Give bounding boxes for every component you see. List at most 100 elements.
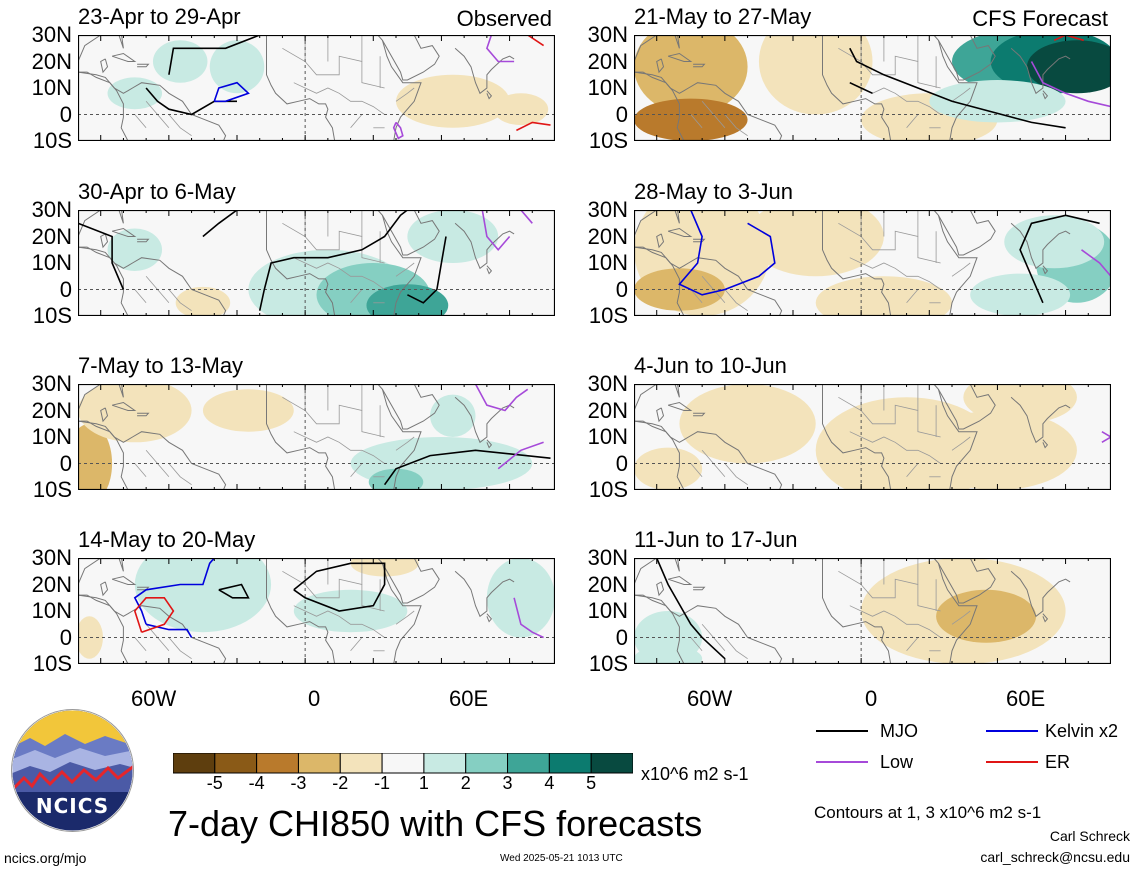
chi850-anomaly-shading	[917, 410, 1077, 490]
country-border	[134, 463, 147, 478]
panel-title: 21-May to 27-May	[634, 4, 812, 29]
country-border	[906, 637, 919, 652]
panel-title: 14-May to 20-May	[78, 527, 256, 552]
legend-label-low: Low	[880, 752, 914, 772]
country-border	[690, 637, 703, 652]
map-canvas	[78, 558, 555, 664]
author-email[interactable]: carl_schreck@ncsu.edu	[980, 849, 1130, 865]
colorbar-swatch	[256, 752, 299, 774]
country-border	[724, 637, 748, 660]
chi850-anomaly-shading	[970, 273, 1071, 316]
lat-label: 30N	[31, 197, 72, 222]
chi850-anomaly-shading	[486, 558, 555, 638]
chi850-anomaly-shading	[758, 35, 873, 115]
map-panel: 23-Apr to 29-Apr Observed 30N 20N 10N 0 10S	[32, 6, 555, 152]
country-border	[168, 463, 192, 486]
coastline	[634, 35, 698, 62]
coastline	[266, 210, 336, 316]
colorbar-swatch	[214, 752, 258, 774]
coastline	[381, 35, 440, 81]
lat-label: 10N	[31, 75, 72, 100]
chi850-anomaly-shading	[747, 210, 884, 277]
legend-label-kelvin: Kelvin x2	[1045, 721, 1119, 741]
colorbar-swatch	[381, 752, 425, 774]
wave-contour	[497, 441, 544, 470]
coastline	[822, 558, 892, 664]
logo-text: NCICS	[35, 794, 110, 818]
coastline	[937, 384, 996, 430]
coastline	[1042, 265, 1049, 275]
coastline	[634, 210, 698, 237]
chi850-anomaly-shading	[929, 80, 1066, 123]
contour-note: Contours at 1, 3 x10^6 m2 s-1	[814, 803, 1042, 822]
panel-frame	[78, 384, 555, 490]
coastline	[1042, 439, 1049, 449]
lat-label: 10S	[32, 651, 72, 676]
coastline	[78, 35, 142, 62]
lat-label: 0	[59, 101, 72, 127]
colorbar-tick-label: -1	[374, 773, 391, 793]
colorbar-tick-label: -5	[206, 773, 223, 793]
chi850-anomaly-shading	[936, 589, 1037, 643]
legend-line-er	[986, 761, 1038, 763]
colorbar-swatch	[172, 752, 216, 774]
lat-label: 10S	[32, 303, 72, 328]
wave-contour	[133, 558, 215, 625]
chi850-anomaly-shading	[1004, 215, 1105, 269]
coastline	[137, 63, 150, 68]
lat-label: 0	[59, 276, 72, 302]
map-panel: 14-May to 20-May 30N 20N 10N 0 10S	[32, 529, 555, 675]
lat-label: 0	[59, 450, 72, 476]
coastline	[667, 401, 693, 411]
country-border	[906, 114, 919, 129]
lat-label: 20N	[587, 397, 628, 423]
coastline	[266, 384, 336, 490]
country-border	[282, 47, 385, 89]
country-border	[350, 463, 363, 478]
country-border	[168, 114, 192, 137]
coastline	[454, 222, 515, 270]
colorbar-swatch	[590, 752, 634, 774]
wave-contour	[1019, 214, 1100, 304]
coastline	[656, 233, 665, 249]
figure-title: 7-day CHI850 with CFS forecasts	[168, 803, 703, 844]
coastline	[266, 35, 422, 141]
wave-contour	[133, 597, 175, 633]
lat-label: 0	[615, 624, 628, 650]
lon-label: 60E	[1006, 686, 1046, 711]
timestamp: Wed 2025-05-21 1013 UTC	[500, 853, 623, 864]
country-border	[724, 463, 748, 486]
map-panel: 21-May to 27-May CFS Forecast 30N 20N 10N 0 10…	[588, 6, 1111, 152]
lat-label: 10S	[588, 477, 628, 502]
lon-label: 60W	[687, 686, 733, 711]
coastline	[78, 246, 129, 316]
site-link[interactable]: ncics.org/mjo	[4, 850, 87, 866]
chi850-anomaly-shading	[634, 645, 703, 664]
wave-contour	[1053, 35, 1084, 42]
lon-label: 60E	[449, 686, 489, 711]
country-border	[906, 289, 919, 304]
coastline	[1042, 90, 1049, 100]
country-border	[724, 289, 748, 312]
colorbar-swatch	[339, 752, 383, 774]
chi850-anomaly-shading	[202, 389, 294, 432]
country-border	[838, 47, 941, 89]
chi850-anomaly-shading	[78, 423, 113, 490]
colorbar-units: x10^6 m2 s-1	[641, 764, 749, 784]
country-border	[951, 262, 971, 277]
chi850-anomaly-shading	[209, 40, 265, 94]
wave-contour	[202, 210, 238, 238]
wave-contour	[383, 449, 551, 486]
coastline	[266, 35, 336, 141]
panel-title: 7-May to 13-May	[78, 353, 244, 378]
colorbar-swatch	[507, 752, 550, 774]
wave-contour	[407, 236, 447, 304]
coastline	[693, 238, 706, 243]
wave-contour	[655, 558, 726, 660]
lat-label: 20N	[587, 223, 628, 249]
chi850-anomaly-shading	[293, 589, 408, 633]
coastline	[100, 58, 109, 74]
lat-label: 10S	[32, 128, 72, 153]
logo-graphic	[11, 709, 134, 832]
panel-tag: Observed	[456, 6, 552, 31]
